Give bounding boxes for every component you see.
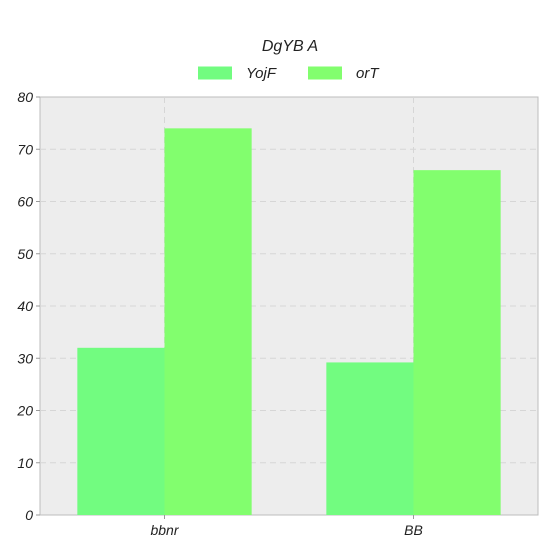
x-axis: bbnr BB bbox=[150, 515, 423, 538]
x-tick-label: bbnr bbox=[150, 522, 179, 538]
y-tick-label: 50 bbox=[17, 246, 33, 262]
y-axis: 0 10 20 30 40 50 60 70 80 bbox=[16, 89, 40, 523]
bar-YojF-BB bbox=[326, 362, 414, 515]
legend-label: orT bbox=[356, 65, 380, 82]
y-tick-label: 80 bbox=[17, 89, 33, 105]
y-tick-label: 0 bbox=[25, 507, 33, 523]
bar-YojF-bbnr bbox=[77, 347, 165, 515]
legend-swatch bbox=[198, 66, 232, 80]
y-tick-label: 60 bbox=[17, 194, 33, 210]
bar-orT-BB bbox=[413, 170, 501, 515]
legend: YojF orT bbox=[198, 65, 380, 82]
legend-swatch bbox=[308, 66, 342, 80]
bar-orT-bbnr bbox=[164, 128, 252, 515]
y-tick-label: 10 bbox=[17, 455, 33, 471]
x-tick-label: BB bbox=[404, 522, 423, 538]
y-tick-label: 40 bbox=[17, 298, 33, 314]
y-tick-label: 30 bbox=[17, 350, 33, 366]
y-tick-label: 70 bbox=[17, 141, 33, 157]
bars bbox=[77, 128, 501, 515]
y-tick-label: 20 bbox=[16, 403, 33, 419]
legend-label: YojF bbox=[246, 65, 277, 82]
chart-title: DgYB A bbox=[262, 38, 318, 55]
